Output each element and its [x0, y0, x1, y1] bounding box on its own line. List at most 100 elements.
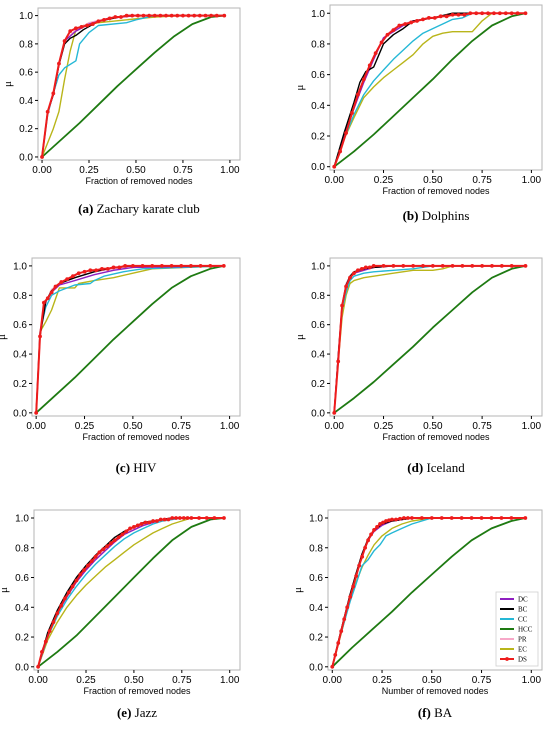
y-axis-label: μ	[294, 334, 306, 340]
chart-panel-6: 0.00 0.25 0.50 0.75 1.00 0.0 0.2 0.4 0.6 0.8 1.0 Nu…	[292, 509, 543, 720]
ds-point	[53, 284, 58, 289]
ds-point	[152, 13, 157, 18]
caption-title: BA	[431, 705, 453, 720]
ds-point	[460, 264, 465, 268]
x-axis-label: Fraction of removed nodes	[85, 176, 193, 186]
x-tick-label: 0.75	[472, 175, 492, 186]
series-line-ec	[333, 265, 526, 413]
x-tick-label: 0.25	[79, 165, 99, 176]
ds-point	[378, 522, 382, 526]
ds-point	[82, 568, 86, 572]
ds-point	[147, 520, 152, 525]
x-axis-label: Fraction of removed nodes	[382, 186, 490, 196]
y-tick-label: 0.0	[311, 408, 325, 419]
ds-point	[409, 20, 414, 25]
caption-letter: (a)	[78, 201, 93, 216]
ds-point	[486, 11, 490, 16]
ds-point	[116, 535, 121, 540]
ds-point	[109, 541, 113, 546]
ds-point	[179, 264, 184, 268]
panel-caption: (a) Zachary karate club	[78, 201, 200, 216]
x-tick-label: 0.75	[172, 421, 192, 432]
y-tick-label: 1.0	[311, 261, 325, 272]
ds-point	[344, 131, 348, 135]
y-tick-label: 0.8	[15, 543, 29, 554]
ds-point	[391, 264, 396, 268]
x-tick-label: 1.00	[220, 165, 240, 176]
x-tick-label: 0.00	[26, 421, 46, 432]
ds-point	[394, 517, 398, 522]
ds-point	[120, 532, 125, 537]
ds-point	[177, 516, 182, 520]
ds-point	[198, 264, 203, 268]
x-tick-label: 0.00	[325, 175, 345, 186]
y-tick-label: 0.2	[311, 379, 325, 390]
ds-point	[96, 19, 101, 24]
ds-point	[357, 563, 362, 568]
x-tick-label: 0.75	[472, 421, 492, 432]
ds-point	[47, 629, 52, 633]
panel-caption: (c) HIV	[116, 460, 157, 475]
ds-point	[102, 17, 106, 22]
x-axis-label: Fraction of removed nodes	[382, 432, 490, 442]
ds-point	[181, 13, 185, 18]
ds-point	[406, 516, 410, 520]
ds-point	[523, 11, 528, 16]
series-line-cc	[333, 12, 526, 167]
ds-point	[105, 266, 110, 271]
ds-point	[124, 529, 129, 534]
x-tick-label: 0.75	[472, 675, 492, 686]
x-tick-label: 1.00	[220, 675, 240, 686]
ds-point	[411, 264, 416, 268]
ds-point	[354, 574, 359, 578]
series-line-ec	[333, 12, 526, 167]
y-axis-label: μ	[0, 334, 8, 340]
y-tick-label: 1.0	[309, 514, 323, 525]
ds-point	[379, 40, 384, 45]
y-tick-label: 0.4	[19, 96, 33, 107]
ds-point	[79, 25, 84, 29]
ds-point	[117, 265, 122, 270]
legend: DC BC CC HCC PR EC DS	[495, 591, 539, 667]
ds-point	[359, 266, 364, 271]
ds-point	[93, 554, 98, 559]
series-line-ec	[35, 265, 224, 413]
ds-point	[140, 264, 145, 268]
ds-point	[497, 11, 502, 16]
ds-point	[112, 538, 117, 543]
series-line-hcc	[35, 265, 224, 414]
ds-point	[192, 13, 197, 18]
ds-point	[90, 22, 95, 26]
x-tick-label: 0.00	[325, 421, 345, 432]
plot-frame	[31, 257, 241, 417]
ds-point	[49, 290, 54, 295]
y-tick-label: 0.4	[311, 101, 325, 112]
caption-title: Iceland	[423, 460, 465, 475]
ds-point	[402, 516, 406, 520]
ds-point	[55, 611, 60, 616]
x-tick-label: 0.00	[323, 675, 343, 686]
ds-point	[197, 516, 201, 520]
y-tick-label: 1.0	[13, 261, 27, 272]
y-axis-label: μ	[294, 84, 306, 90]
y-tick-label: 0.8	[19, 39, 33, 50]
y-tick-label: 0.0	[309, 662, 323, 673]
ds-point	[204, 516, 209, 520]
series-line-hcc	[331, 517, 526, 668]
ds-point	[170, 516, 175, 520]
y-tick-label: 0.8	[311, 291, 325, 302]
legend-label-ec: EC	[518, 646, 527, 654]
ds-point	[158, 13, 163, 18]
ds-point	[397, 23, 402, 28]
ds-point	[390, 517, 394, 522]
ds-point	[345, 605, 350, 610]
chart-panel-5: 0.00 0.25 0.50 0.75 1.00 0.0 0.2 0.4 0.6 0.8 1.0 Fr…	[0, 509, 241, 720]
chart-panel-3: 0.00 0.25 0.50 0.75 1.00 0.0 0.2 0.4 0.6 0.8 1.0 Fr…	[0, 257, 241, 475]
ds-point	[159, 264, 164, 268]
plot-frame	[37, 7, 241, 161]
ds-point	[421, 264, 425, 268]
ds-point	[340, 303, 345, 308]
y-tick-label: 0.0	[19, 152, 33, 163]
ds-point	[419, 516, 424, 520]
legend-label-cc: CC	[518, 616, 528, 624]
